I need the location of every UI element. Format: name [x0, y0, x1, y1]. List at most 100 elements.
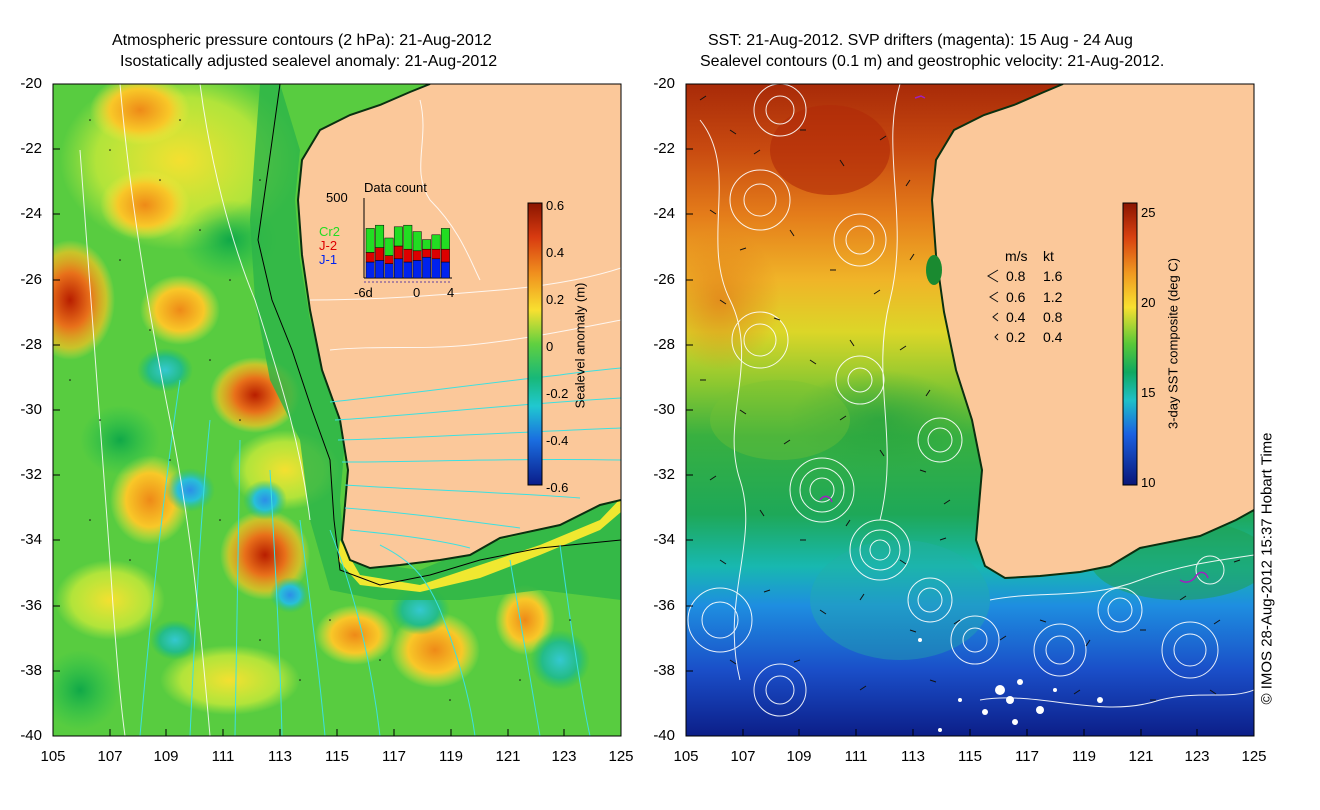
sla-colorbar	[527, 202, 543, 486]
right-xtick: 125	[1241, 748, 1267, 765]
right-title-line1: SST: 21-Aug-2012. SVP drifters (magenta)…	[708, 32, 1133, 49]
sla-colorbar-tick: 0	[546, 339, 554, 354]
data-count-bar-j1	[422, 256, 432, 279]
data-count-bar-cr2	[393, 226, 403, 247]
data-count-bar-j2	[422, 248, 432, 258]
credit-text: © IMOS 28-Aug-2012 15:37 Hobart Time	[1258, 432, 1276, 705]
data-count-bar-cr2	[431, 234, 441, 250]
sst-colorbar-tick: 20	[1141, 295, 1156, 310]
right-ytick: -38	[653, 662, 675, 679]
data-count-bar-cr2	[440, 228, 450, 250]
left-ytick: -26	[20, 271, 42, 288]
right-ytick: -24	[653, 205, 675, 222]
velocity-legend-kt: 0.8	[1043, 309, 1063, 325]
right-ytick: -22	[653, 140, 675, 157]
right-ytick: -20	[653, 75, 675, 92]
left-xtick: 115	[325, 748, 349, 765]
left-xtick: 109	[153, 748, 179, 765]
left-ytick: -32	[20, 466, 42, 483]
left-ytick: -24	[20, 205, 42, 222]
data-count-title: Data count	[364, 180, 427, 195]
right-xtick: 115	[958, 748, 982, 765]
data-count-bar-j1	[393, 258, 403, 279]
right-xtick: 107	[730, 748, 756, 765]
right-ytick: -26	[653, 271, 675, 288]
sla-colorbar-tick: -0.6	[546, 480, 569, 495]
left-ytick: -40	[20, 727, 42, 744]
right-ytick: -34	[653, 531, 675, 548]
velocity-legend-ms: 0.2	[1006, 329, 1026, 345]
sst-colorbar-label: 3-day SST composite (deg C)	[1165, 258, 1181, 429]
left-xtick: 123	[551, 748, 577, 765]
velocity-legend-header-kt: kt	[1043, 248, 1054, 264]
data-count-legend-j1: J-1	[319, 252, 338, 267]
sst-colorbar-tick: 15	[1141, 385, 1156, 400]
data-count-bar-j1	[403, 261, 413, 279]
left-title-line2: Isostatically adjusted sealevel anomaly:…	[120, 53, 498, 70]
velocity-legend-ms: 0.6	[1006, 289, 1026, 305]
velocity-legend-ms: 0.8	[1006, 268, 1026, 284]
right-axis-ticks	[685, 83, 1255, 737]
left-xtick: 121	[495, 748, 521, 765]
right-xtick: 109	[786, 748, 812, 765]
sst-colorbar-tick: 25	[1141, 205, 1156, 220]
left-xtick: 105	[40, 748, 66, 765]
sla-colorbar-tick: -0.2	[546, 386, 569, 401]
right-xtick: 105	[673, 748, 699, 765]
right-xtick: 123	[1184, 748, 1210, 765]
right-ytick: -30	[653, 401, 675, 418]
left-ytick: -30	[20, 401, 42, 418]
right-ytick: -36	[653, 597, 675, 614]
sla-colorbar-tick: 0.6	[546, 198, 565, 213]
velocity-arrows	[699, 95, 1241, 701]
data-count-bar-j2	[365, 252, 375, 263]
sla-colorbar-tick: -0.4	[546, 433, 569, 448]
data-count-bar-cr2	[403, 224, 413, 250]
data-count-bar-cr2	[375, 224, 385, 248]
sla-colorbar-tick: 0.4	[546, 245, 565, 260]
data-count-bar-j2	[431, 248, 441, 260]
right-ytick: -28	[653, 336, 675, 353]
data-count-bar-j1	[384, 263, 394, 279]
right-ytick: -32	[653, 466, 675, 483]
left-ytick: -28	[20, 336, 42, 353]
left-ytick: -34	[20, 531, 42, 548]
velocity-legend-header-ms: m/s	[1005, 248, 1028, 264]
data-count-inset	[363, 198, 452, 283]
drifter-tracks	[819, 95, 1209, 583]
data-count-bar-cr2	[412, 231, 422, 252]
right-xtick: 117	[1015, 748, 1039, 765]
left-xtick: 111	[211, 748, 235, 765]
right-xtick: 111	[844, 748, 868, 765]
left-xtick: 119	[439, 748, 463, 765]
data-count-bar-j1	[431, 258, 441, 279]
data-count-bar-j2	[375, 247, 385, 261]
left-ytick: -38	[20, 662, 42, 679]
left-xtick: 117	[382, 748, 406, 765]
sla-colorbar-label: Sealevel anomaly (m)	[572, 282, 588, 409]
sla-colorbar-tick: 0.2	[546, 292, 565, 307]
data-count-bar-j2	[440, 248, 450, 263]
data-count-bar-j1	[440, 261, 450, 279]
left-dots	[69, 119, 571, 701]
data-count-xlabel: -6d	[354, 285, 373, 300]
right-xtick: 119	[1072, 748, 1096, 765]
velocity-legend-ms: 0.4	[1006, 309, 1026, 325]
right-ytick: -40	[653, 727, 675, 744]
data-count-xlabel: 4	[447, 285, 455, 300]
data-count-bar-j1	[375, 260, 385, 279]
data-count-bar-j2	[403, 248, 413, 263]
velocity-legend-kt: 1.2	[1043, 289, 1063, 305]
right-title-line2: Sealevel contours (0.1 m) and geostrophi…	[700, 53, 1165, 70]
data-count-bar-j2	[412, 250, 422, 261]
data-count-bars	[365, 224, 450, 279]
data-count-bar-j2	[393, 245, 403, 260]
sst-colorbar	[1122, 202, 1138, 486]
left-ytick: -20	[20, 75, 42, 92]
data-count-bar-cr2	[384, 237, 394, 256]
left-xtick: 125	[608, 748, 634, 765]
data-count-bar-j1	[412, 260, 422, 279]
velocity-legend-kt: 1.6	[1043, 268, 1063, 284]
data-count-bar-cr2	[422, 239, 432, 250]
